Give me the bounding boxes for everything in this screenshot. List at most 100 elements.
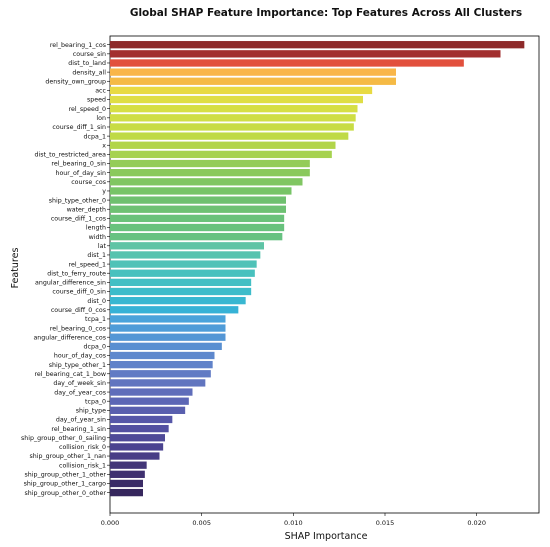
bar-collision-risk-1	[110, 461, 147, 469]
y-tick-label: course_diff_0_sin	[52, 289, 106, 296]
bar-dist-to-ferry-route	[110, 269, 255, 277]
y-tick-label: course_cos	[71, 179, 106, 186]
bar-day-of-year-cos	[110, 388, 193, 396]
bar-ship-group-other-1-cargo	[110, 479, 143, 488]
bar-dist-0	[110, 296, 246, 305]
y-tick-label: y	[102, 188, 106, 195]
bar-dcpa-0	[110, 342, 222, 351]
y-tick-label: ship_type_other_1	[49, 362, 106, 369]
bar-density-all	[110, 68, 396, 76]
y-tick-label: ship_group_other_0_other	[25, 490, 107, 497]
y-tick-label: density_own_group	[45, 78, 106, 85]
bar-ship-type-other-0	[110, 196, 286, 204]
bar-hour-of-day-cos	[110, 351, 215, 360]
bar-rel-speed-1	[110, 260, 257, 268]
bar-ship-group-other-0-other	[110, 488, 143, 497]
bar-tcpa-1	[110, 315, 226, 323]
y-tick-label: angular_difference_cos	[33, 334, 106, 341]
y-tick-label: tcpa_1	[85, 316, 106, 323]
bar-rel-bearing-0-sin	[110, 159, 310, 168]
y-tick-label: dist_to_land	[68, 60, 106, 67]
y-tick-label: acc	[95, 88, 106, 95]
y-tick-label: rel_bearing_1_sin	[51, 426, 106, 433]
y-tick-label: rel_speed_1	[69, 261, 106, 268]
chart-title: Global SHAP Feature Importance: Top Feat…	[130, 7, 522, 19]
y-tick-label: width	[89, 234, 106, 241]
x-tick-label: 0.015	[376, 519, 395, 527]
bar-course-diff-0-sin	[110, 287, 252, 296]
y-tick-label: rel_bearing_0_sin	[51, 161, 106, 168]
bar-width	[110, 233, 283, 241]
y-tick-label: angular_difference_sin	[35, 280, 106, 287]
y-tick-label: collision_risk_1	[59, 462, 106, 469]
bar-course-diff-1-cos	[110, 214, 285, 223]
y-tick-label: rel_bearing_1_cos	[50, 42, 106, 49]
x-axis-title: SHAP Importance	[285, 531, 368, 542]
bar-rel-bearing-cat-1-bow	[110, 370, 211, 378]
y-tick-label: dcpa_0	[84, 344, 106, 351]
bar-x	[110, 141, 336, 149]
y-tick-label: hour_of_day_sin	[55, 170, 106, 177]
bar-angular-difference-sin	[110, 278, 252, 287]
bar-ship-type-other-1	[110, 360, 213, 369]
bar-course-diff-1-sin	[110, 123, 354, 131]
y-tick-label: day_of_year_cos	[54, 389, 106, 396]
y-tick-label: ship_type_other_0	[49, 197, 106, 204]
y-tick-label: ship_group_other_1_cargo	[24, 481, 106, 488]
bars-group	[110, 41, 525, 497]
bar-y	[110, 187, 292, 195]
bar-course-diff-0-cos	[110, 306, 239, 314]
bar-density-own-group	[110, 77, 396, 85]
bar-lon	[110, 114, 356, 122]
y-tick-label: tcpa_0	[85, 398, 106, 405]
y-tick-label: dist_to_restricted_area	[34, 152, 106, 159]
bar-tcpa-0	[110, 397, 189, 405]
y-tick-labels: rel_bearing_1_cos course_sin dist_to_landd…	[21, 42, 110, 497]
y-tick-label: day_of_week_sin	[53, 380, 106, 387]
y-tick-label: length	[86, 225, 106, 232]
bar-dist-to-land	[110, 59, 464, 67]
bar-dist-1	[110, 251, 261, 259]
bar-collision-risk-0	[110, 443, 164, 451]
bar-ship-type	[110, 406, 186, 414]
bar-dist-to-restricted-area	[110, 150, 332, 159]
bar-rel-bearing-1-cos	[110, 41, 525, 49]
y-tick-label: collision_risk_0	[59, 444, 106, 451]
y-tick-label: rel_bearing_cat_1_bow	[34, 371, 106, 378]
bar-rel-speed-0	[110, 105, 358, 113]
bar-day-of-week-sin	[110, 379, 206, 387]
bar-course-sin	[110, 50, 501, 58]
x-tick-label: 0.005	[192, 519, 211, 527]
y-tick-label: ship_group_other_1_nan	[29, 453, 106, 460]
bar-dcpa-1	[110, 132, 349, 140]
bar-acc	[110, 86, 373, 95]
y-tick-label: water_depth	[67, 206, 106, 213]
y-tick-label: course_diff_1_cos	[51, 216, 106, 223]
bar-lat	[110, 242, 264, 250]
y-tick-label: lon	[96, 115, 106, 122]
y-tick-label: x	[102, 142, 106, 149]
bar-course-cos	[110, 178, 303, 186]
bar-angular-difference-cos	[110, 333, 226, 341]
y-axis-title: Features	[10, 248, 21, 289]
x-tick-label: 0.020	[467, 519, 486, 527]
bar-ship-group-other-0-sailing	[110, 434, 165, 442]
y-tick-label: dist_0	[87, 298, 106, 305]
bar-rel-bearing-0-cos	[110, 324, 226, 332]
bar-water-depth	[110, 205, 286, 213]
y-tick-label: day_of_year_sin	[56, 417, 106, 424]
y-tick-label: course_diff_1_sin	[52, 124, 106, 131]
x-tick-label: 0.000	[101, 519, 120, 527]
bar-day-of-year-sin	[110, 415, 173, 424]
bar-speed	[110, 95, 363, 104]
y-tick-label: rel_speed_0	[69, 106, 106, 113]
y-tick-label: speed	[87, 97, 106, 104]
y-tick-label: rel_bearing_0_cos	[50, 325, 106, 332]
y-tick-label: ship_type	[76, 408, 106, 415]
bar-hour-of-day-sin	[110, 169, 310, 177]
y-tick-label: lat	[98, 243, 107, 250]
y-tick-label: ship_group_other_1_other	[25, 472, 107, 479]
x-tick-label: 0.010	[284, 519, 303, 527]
y-tick-label: course_diff_0_cos	[51, 307, 106, 314]
